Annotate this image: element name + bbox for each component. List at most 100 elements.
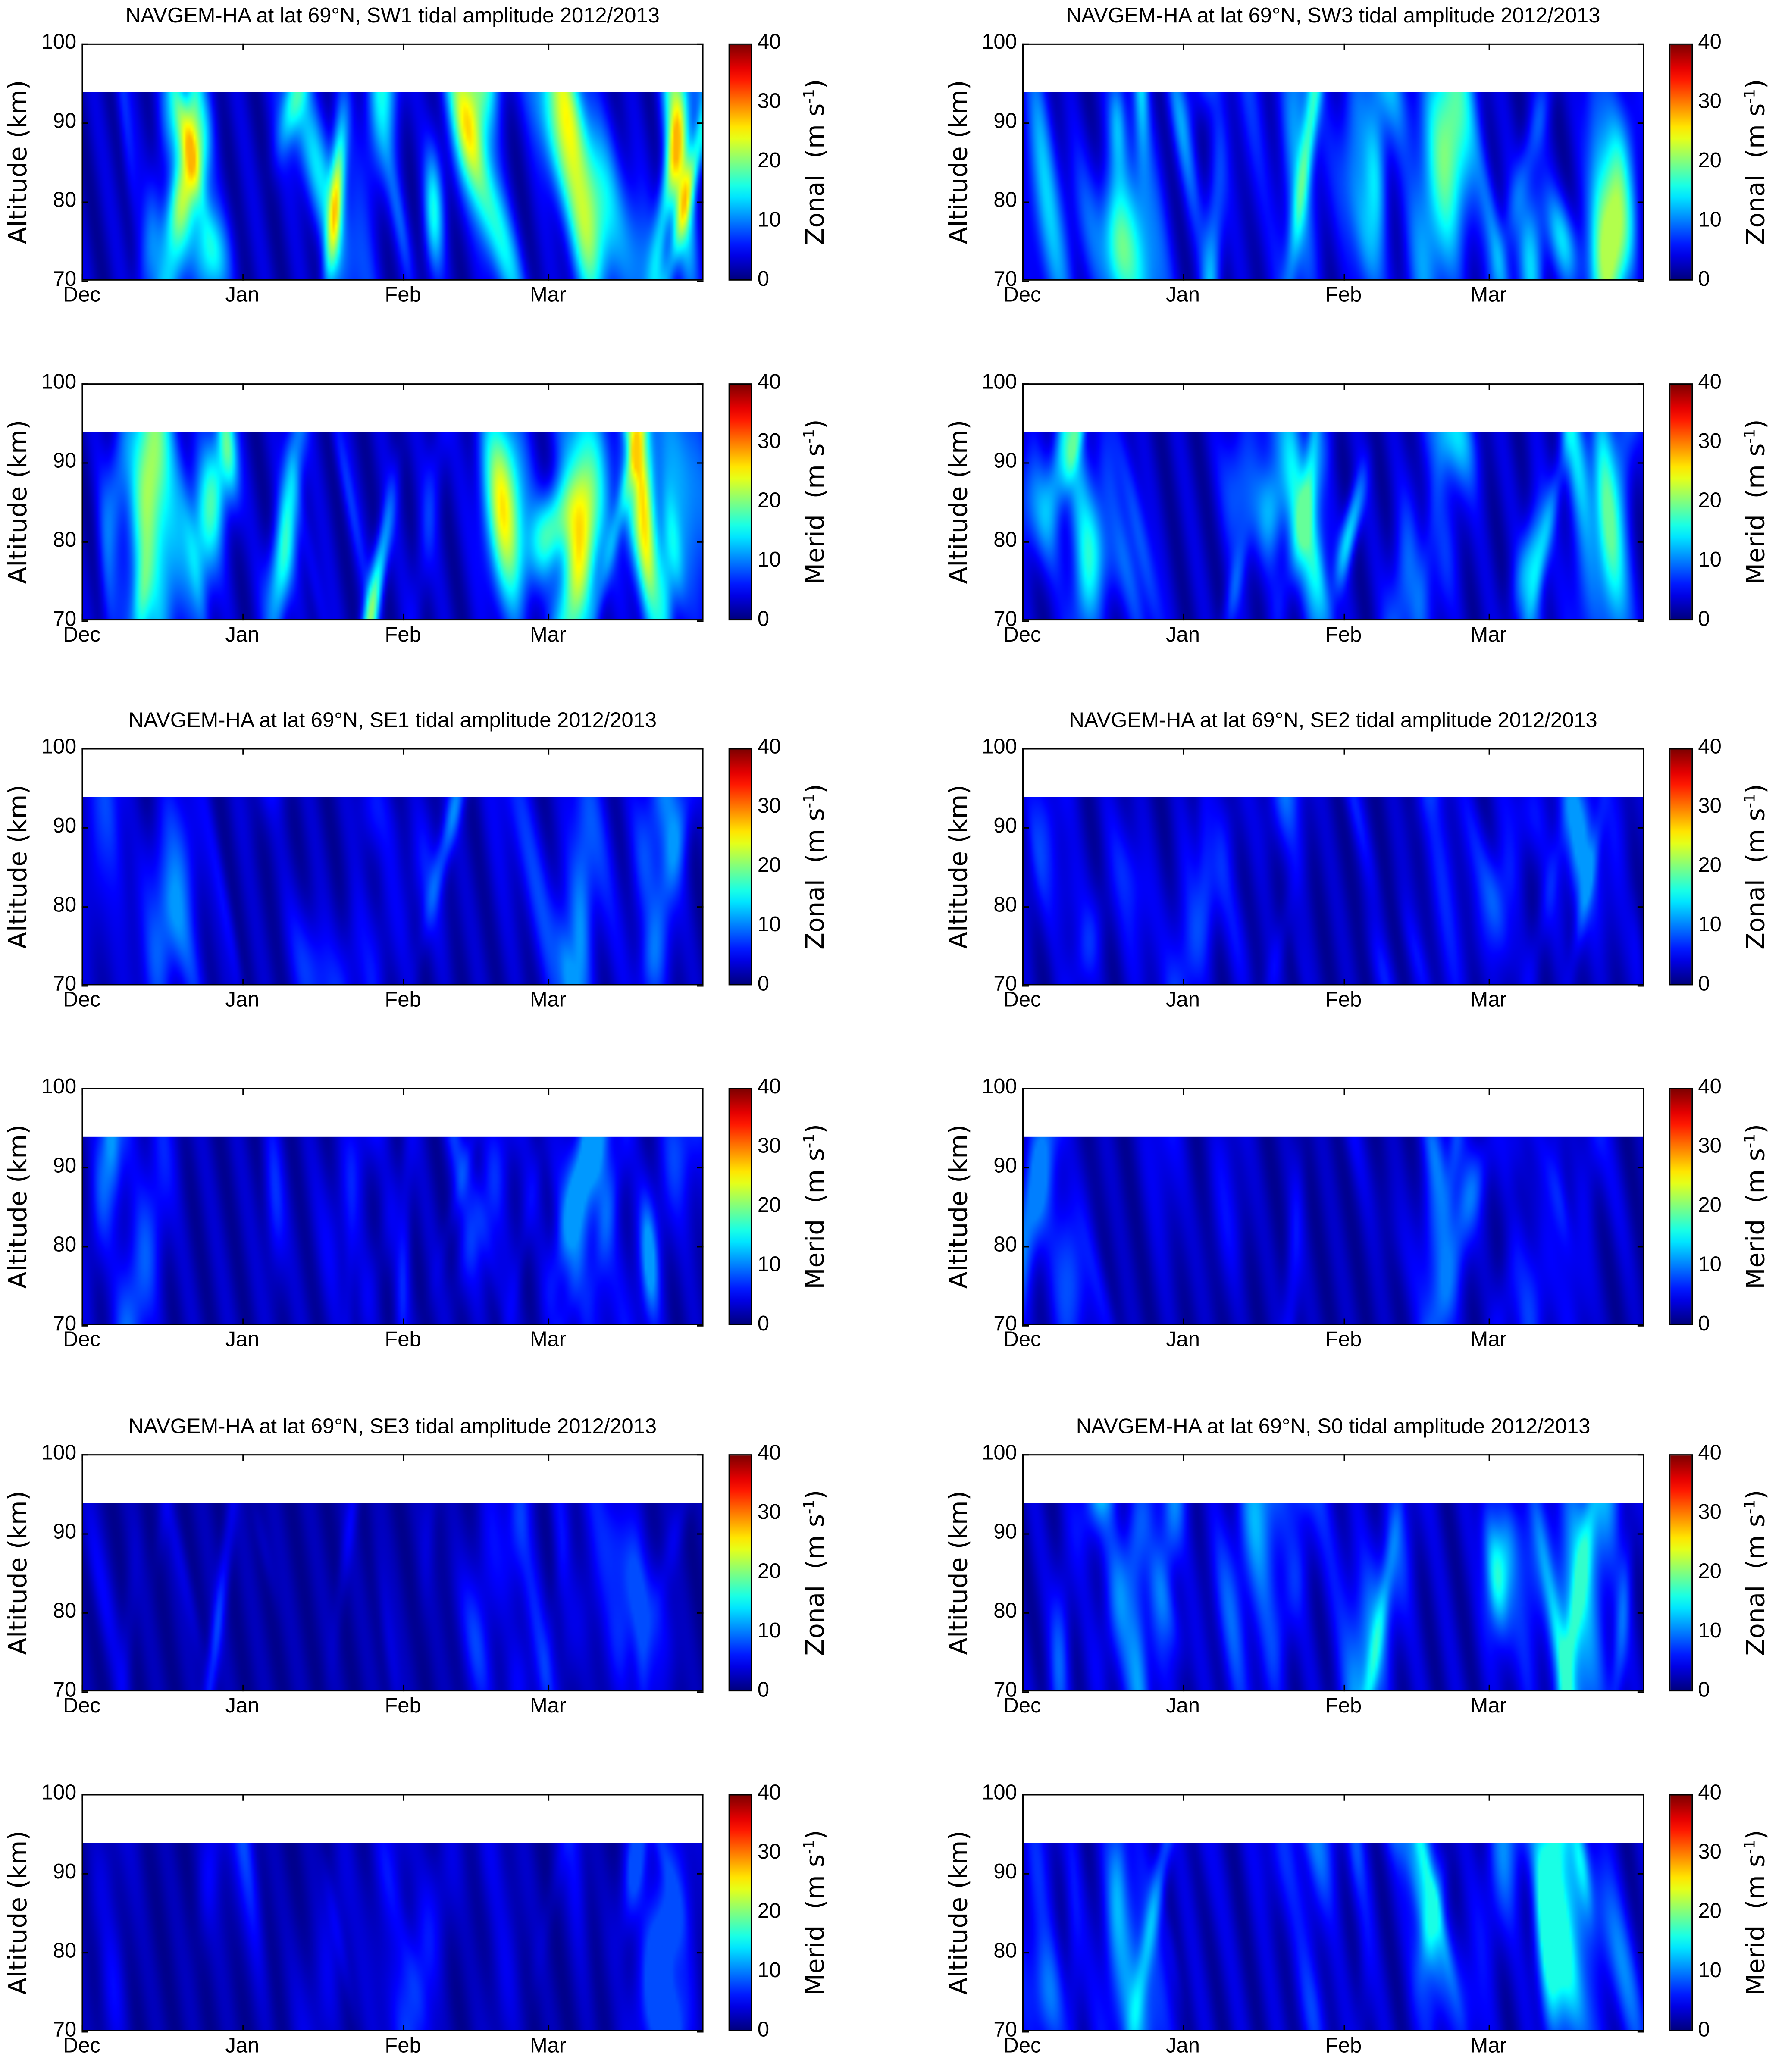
x-tick-mark [548, 979, 550, 986]
y-tick-mark [1022, 1794, 1029, 1796]
colorbar-tick-label: 40 [1698, 1076, 1722, 1099]
y-tick-mark [1022, 906, 1029, 908]
x-tick-mark [1488, 1794, 1490, 1801]
colorbar-tick-label: 30 [757, 795, 781, 818]
colorbar [1669, 43, 1693, 281]
colorbar-tick-label: 40 [757, 736, 781, 759]
y-tick-mark [1637, 1691, 1644, 1693]
y-tick-mark [1637, 462, 1644, 464]
y-tick-mark [1637, 1246, 1644, 1248]
heatmap-cells [1024, 1502, 1643, 1690]
y-tick-label: 90 [993, 1155, 1017, 1178]
y-tick-label: 80 [53, 894, 77, 917]
y-tick-mark [81, 1794, 88, 1796]
x-tick-mark [242, 613, 244, 621]
colorbar-tick-label: 40 [1698, 1442, 1722, 1465]
colorbar-tick-label: 20 [1698, 1195, 1722, 1218]
y-tick-mark [1022, 541, 1029, 543]
x-tick-label: Dec [63, 284, 100, 307]
x-tick-mark [81, 1454, 83, 1461]
colorbar [1669, 1794, 1693, 2031]
y-tick-mark [81, 280, 88, 282]
unit-label: m s [1741, 1854, 1771, 1900]
y-tick-mark [1022, 1454, 1029, 1456]
x-tick-mark [242, 1088, 244, 1095]
colorbar-title: Merid (m s-1) [1741, 1830, 1771, 1996]
y-tick-mark [697, 1533, 704, 1535]
colorbar-tick-label: 0 [1698, 269, 1710, 291]
x-tick-mark [81, 613, 83, 621]
y-tick-label: 80 [53, 1940, 77, 1963]
x-tick-mark [1343, 1088, 1345, 1095]
y-tick-mark [81, 1533, 88, 1535]
x-tick-mark [81, 1088, 83, 1095]
x-tick-label: Mar [1470, 284, 1507, 307]
x-tick-mark [1343, 274, 1345, 281]
colorbar-tick-label: 20 [757, 490, 781, 513]
y-tick-mark [1022, 383, 1029, 385]
y-tick-label: 100 [41, 1442, 77, 1465]
x-tick-mark [1488, 383, 1490, 390]
x-tick-label: Mar [529, 1695, 567, 1718]
y-tick-mark [81, 1952, 88, 1954]
colorbar-tick-label: 30 [1698, 1841, 1722, 1864]
panel-title: NAVGEM-HA at lat 69°N, SE1 tidal amplitu… [128, 710, 657, 732]
y-tick-label: 80 [53, 189, 77, 212]
unit-label: m s [1741, 1148, 1771, 1194]
x-tick-mark [1022, 748, 1024, 755]
colorbar [1669, 748, 1693, 986]
colorbar-tick-label: 0 [757, 269, 770, 291]
colorbar [728, 1088, 752, 1325]
x-tick-mark [548, 2025, 550, 2031]
spacer: ) [801, 784, 830, 794]
y-tick-mark [81, 2031, 88, 2033]
spacer: ( [1741, 488, 1771, 515]
x-tick-mark [81, 1318, 83, 1325]
y-tick-label: 100 [982, 371, 1017, 394]
unit-label: m s [801, 1854, 830, 1900]
y-tick-mark [1022, 1088, 1029, 1089]
colorbar-tick-label: 30 [757, 91, 781, 113]
unit-label: m s [801, 443, 830, 489]
component-label: Zonal [1741, 879, 1771, 950]
x-tick-mark [1022, 2025, 1024, 2031]
y-tick-label: 100 [982, 736, 1017, 759]
spacer: ( [801, 1900, 830, 1925]
unit-label: m s [1741, 1514, 1771, 1560]
unit-superscript: -1 [801, 89, 818, 103]
component-label: Zonal [1741, 174, 1771, 245]
y-tick-mark [697, 462, 704, 464]
heatmap-cells [83, 796, 702, 984]
spacer: ) [1741, 79, 1771, 89]
y-tick-mark [1637, 748, 1644, 750]
x-tick-label: Mar [529, 2035, 567, 2058]
x-tick-mark [548, 274, 550, 281]
component-label: Zonal [801, 1585, 830, 1656]
y-axis-title: Altitude (km) [944, 1124, 974, 1289]
x-tick-label: Jan [1166, 2035, 1200, 2058]
heatmap-plot [81, 43, 704, 281]
y-axis-title: Altitude (km) [944, 419, 974, 584]
x-tick-mark [548, 1318, 550, 1325]
x-tick-mark [1022, 274, 1024, 281]
spacer: ) [801, 1490, 830, 1500]
y-axis-title: Altitude (km) [944, 1831, 974, 1995]
y-tick-mark [1637, 1873, 1644, 1875]
y-tick-mark [697, 383, 704, 385]
x-tick-mark [1343, 1794, 1345, 1801]
component-label: Zonal [1741, 1585, 1771, 1656]
x-tick-mark [1022, 1794, 1024, 1801]
spacer: ) [801, 1830, 830, 1840]
component-label: Merid [801, 514, 830, 585]
colorbar-tick-label: 40 [1698, 736, 1722, 759]
y-tick-mark [1637, 1533, 1644, 1535]
heatmap-plot [81, 1454, 704, 1692]
x-tick-mark [1488, 2025, 1490, 2031]
x-tick-mark [1343, 383, 1345, 390]
x-tick-label: Feb [385, 2035, 421, 2058]
x-tick-mark [403, 1088, 404, 1095]
x-tick-label: Jan [1166, 624, 1200, 647]
x-tick-label: Feb [1325, 2035, 1362, 2058]
spacer: ( [801, 1193, 830, 1219]
spacer: ) [1741, 784, 1771, 794]
